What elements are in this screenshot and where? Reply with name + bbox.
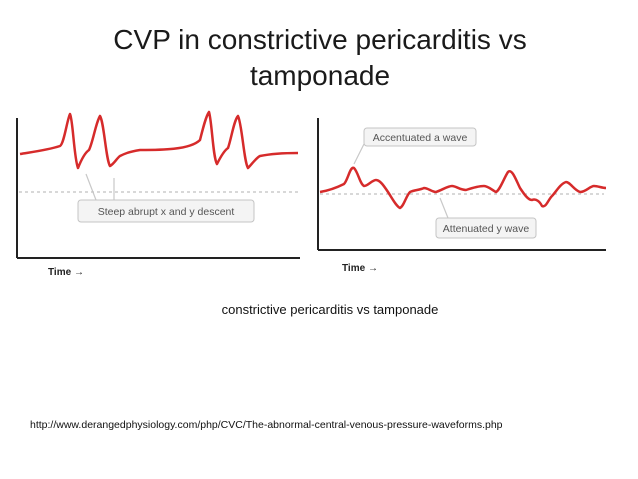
left-panel: Steep abrupt x and y descent Time → [16,110,300,278]
right-arrow-top [353,143,365,165]
right-panel: Accentuated a wave Attenuated y wave Tim… [317,118,607,274]
right-annotation-box-top [363,127,477,147]
left-annotation-text: Steep abrupt x and y descent [98,206,235,218]
slide-title: CVP in constrictive pericarditis vs tamp… [40,22,600,94]
right-arrow-bottom [439,197,449,219]
source-url: http://www.derangedphysiology.com/php/CV… [30,419,503,431]
title-line-1: CVP in constrictive pericarditis vs [113,24,527,55]
left-cvp-waveform [19,110,299,170]
cvp-waveform-figure: Steep abrupt x and y descent Time → Acce… [16,110,607,278]
left-annotation-box [77,199,255,223]
figure-caption: constrictive pericarditis vs tamponade [221,302,439,317]
title-line-2: tamponade [249,60,391,91]
right-annotation-bottom-text: Attenuated y wave [443,223,530,235]
left-arrow-1 [85,173,97,201]
right-axis-label: Time → [342,263,378,274]
left-axis-label: Time → [48,267,84,278]
right-cvp-waveform [319,166,607,210]
right-annotation-box-bottom [435,217,537,239]
right-annotation-top-text: Accentuated a wave [373,132,468,144]
